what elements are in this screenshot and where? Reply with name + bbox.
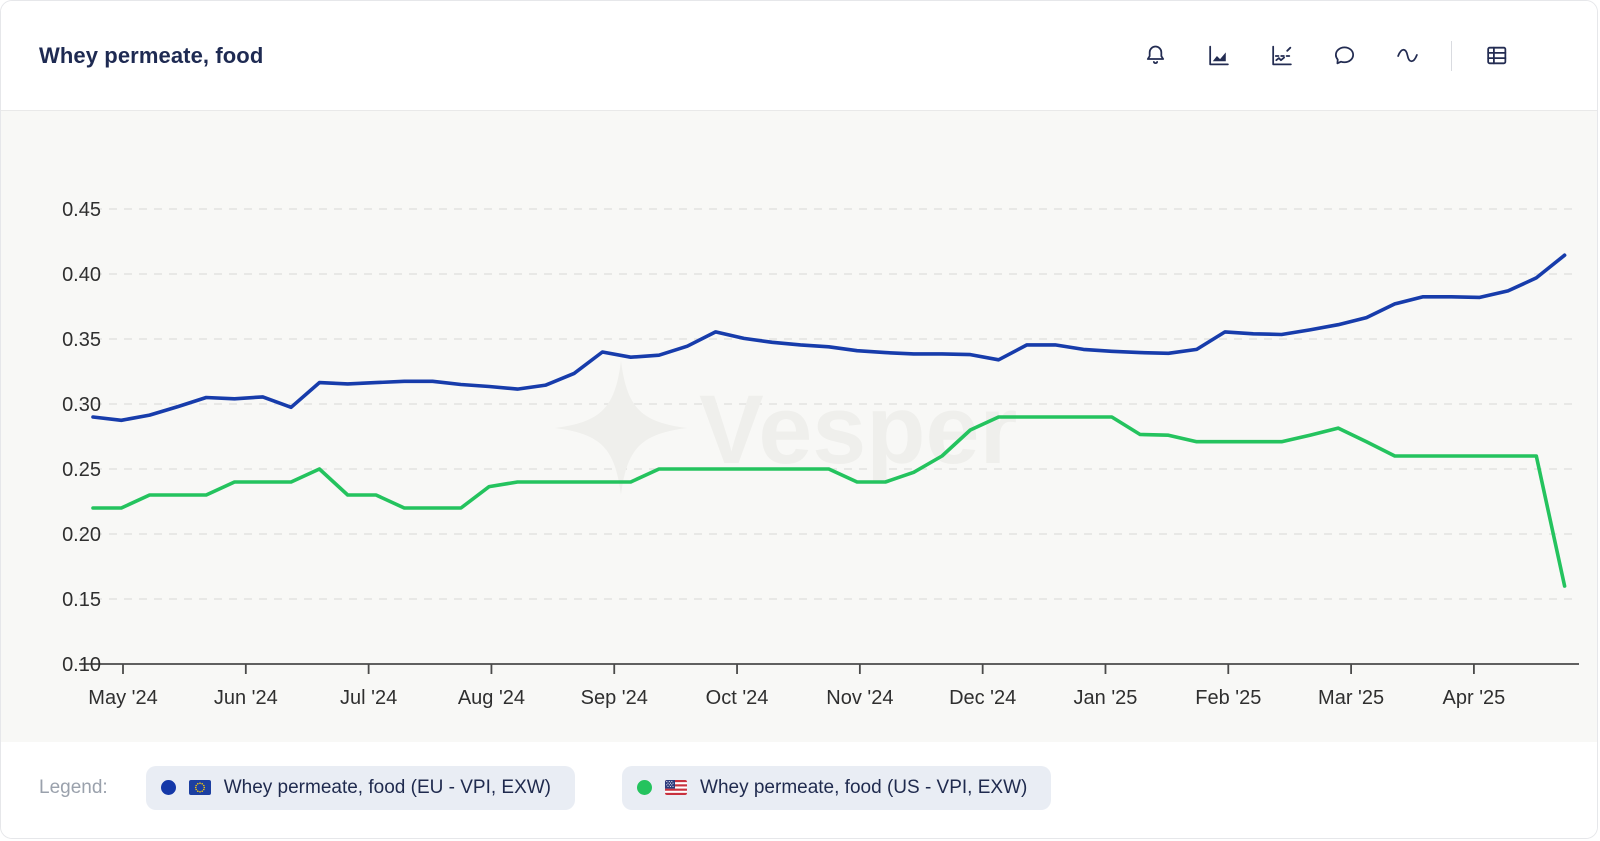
x-tick-label: Jan '25 xyxy=(1074,687,1138,709)
vesper-watermark: Vesper xyxy=(555,361,1017,495)
legend-item-eu[interactable]: Whey permeate, food (EU - VPI, EXW) xyxy=(145,765,576,810)
legend-item-label: Whey permeate, food (US - VPI, EXW) xyxy=(700,776,1028,798)
us-series-line[interactable] xyxy=(91,415,1567,588)
area-chart-icon[interactable] xyxy=(1205,43,1231,69)
y-tick-label: 0.30 xyxy=(62,394,101,416)
x-tick-label: Mar '25 xyxy=(1318,687,1384,709)
eu-series-color-dot xyxy=(160,780,176,795)
eu-series-line[interactable] xyxy=(91,253,1567,423)
x-tick-label: Aug '24 xyxy=(458,687,525,709)
legend-items: Whey permeate, food (EU - VPI, EXW) Whey… xyxy=(145,765,1052,810)
y-tick-label: 0.20 xyxy=(62,524,101,546)
x-tick-label: Dec '24 xyxy=(949,687,1016,709)
chart-legend-row: Legend: Whey permeate, food (EU - VPI, E… xyxy=(1,742,1597,838)
x-tick-label: Feb '25 xyxy=(1195,687,1261,709)
chart-toolbar xyxy=(1142,40,1509,71)
alert-bell-icon[interactable] xyxy=(1142,43,1168,69)
toolbar-divider xyxy=(1451,40,1452,71)
eu-flag-icon xyxy=(188,780,211,795)
x-tick-label: May '24 xyxy=(88,687,157,709)
x-tick-label: Jun '24 xyxy=(214,687,278,709)
y-tick-label: 0.10 xyxy=(62,654,101,676)
seasonality-wave-icon[interactable] xyxy=(1394,43,1420,69)
data-table-icon[interactable] xyxy=(1483,43,1509,69)
us-flag-icon xyxy=(665,780,688,795)
page-title: Whey permeate, food xyxy=(39,42,264,68)
legend-label: Legend: xyxy=(39,776,108,798)
y-tick-label: 0.15 xyxy=(62,589,101,611)
y-tick-label: 0.25 xyxy=(62,459,101,481)
price-chart[interactable]: Vesper May '24 Jun '24 Jul '24 Aug '24 Sep '2… xyxy=(1,111,1598,742)
forecast-chart-icon[interactable] xyxy=(1268,43,1294,69)
y-tick-label: 0.45 xyxy=(62,199,101,221)
chart-plot-area: Vesper May '24 Jun '24 Jul '24 Aug '24 Sep '2… xyxy=(1,111,1597,742)
svg-text:Vesper: Vesper xyxy=(699,375,1017,484)
x-tick-label: Jul '24 xyxy=(340,687,397,709)
y-tick-label: 0.35 xyxy=(62,329,101,351)
comment-icon[interactable] xyxy=(1331,43,1357,69)
x-tick-label: Oct '24 xyxy=(706,687,769,709)
legend-item-us[interactable]: Whey permeate, food (US - VPI, EXW) xyxy=(622,765,1052,810)
us-series-color-dot xyxy=(637,780,653,795)
x-tick-label: Apr '25 xyxy=(1443,687,1506,709)
chart-header: Whey permeate, food xyxy=(1,1,1597,111)
x-tick-label: Sep '24 xyxy=(581,687,648,709)
x-tick-label: Nov '24 xyxy=(826,687,893,709)
legend-item-label: Whey permeate, food (EU - VPI, EXW) xyxy=(223,776,552,798)
y-tick-label: 0.40 xyxy=(62,264,101,286)
